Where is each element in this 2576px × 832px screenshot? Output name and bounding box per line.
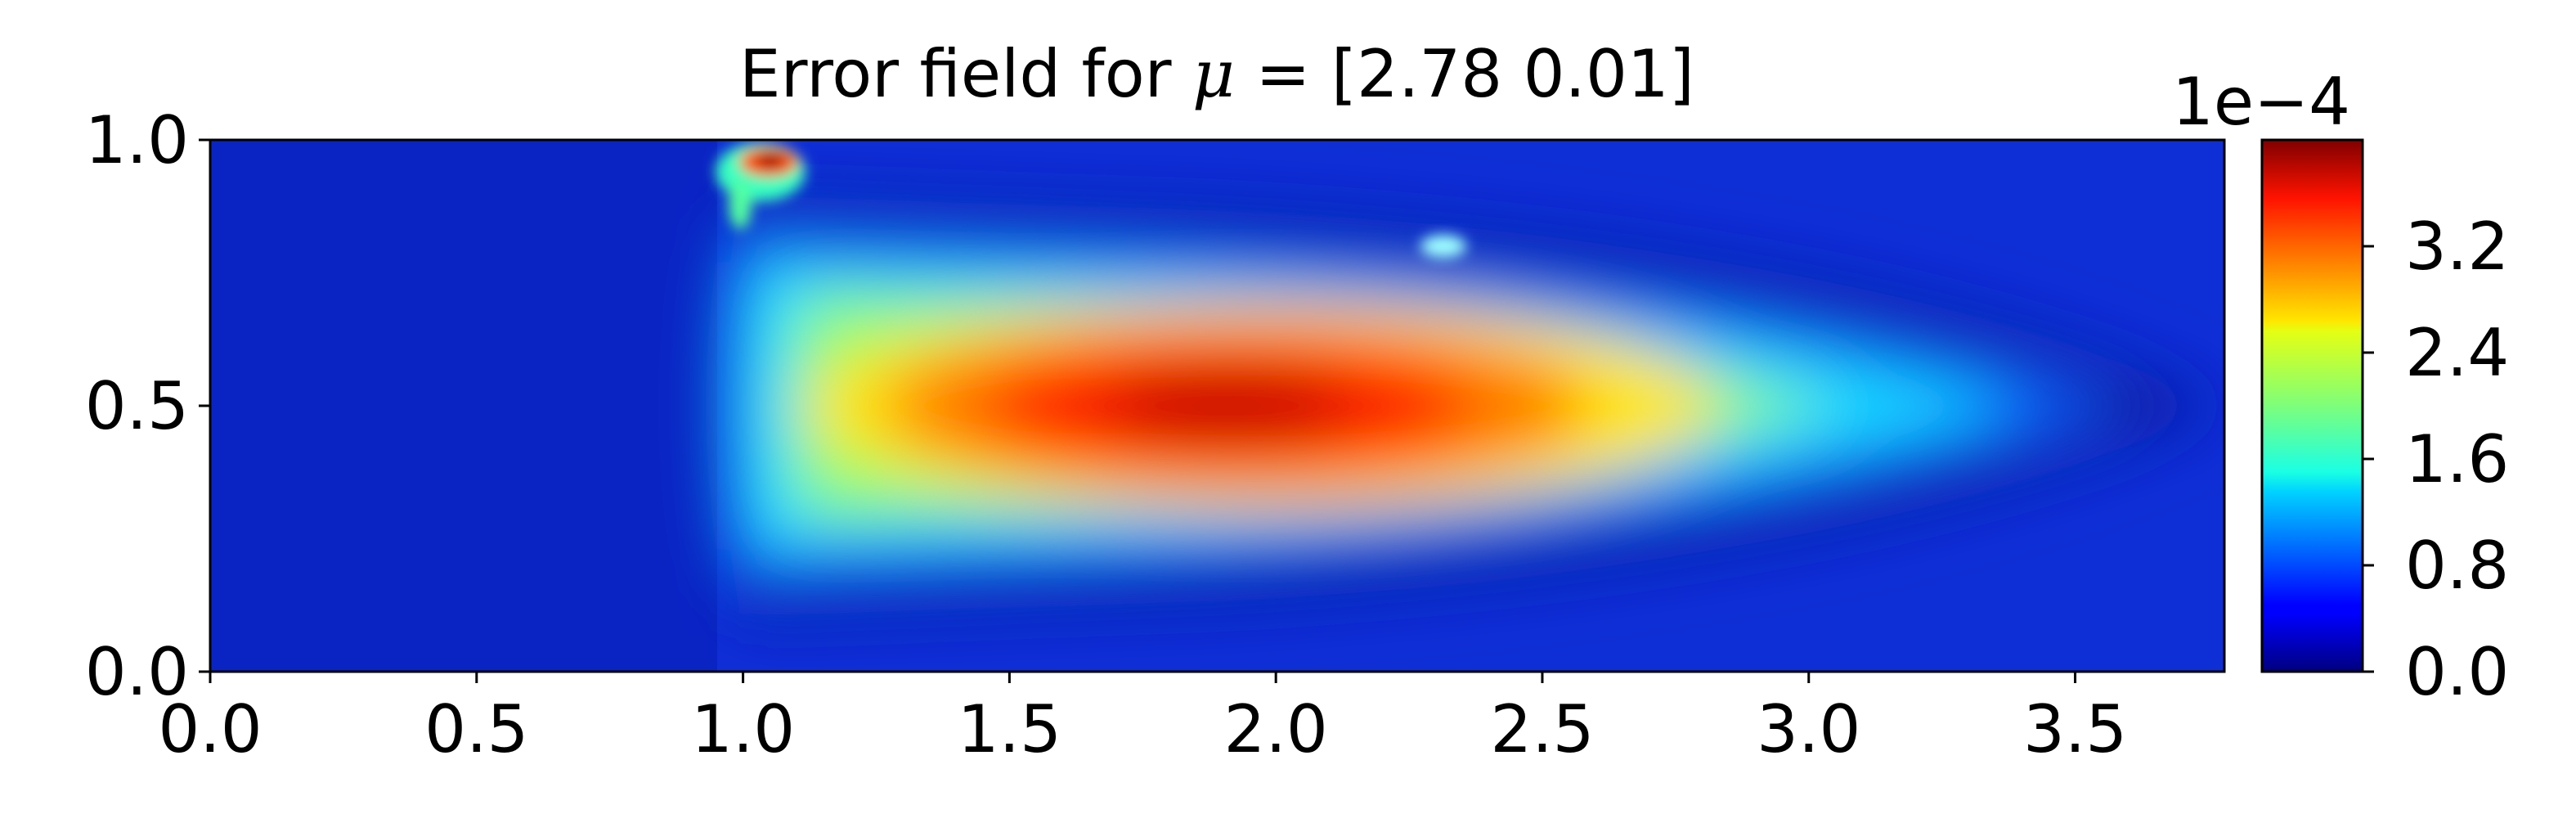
chart-title: Error field for μ = [2.78 0.01]	[739, 36, 1694, 112]
y-tick-label: 0.0	[85, 634, 189, 710]
x-axis: 0.0 0.5 1.0 1.5 2.0 2.5 3.0 3.5	[158, 672, 2127, 767]
colorbar-tick-label: 0.8	[2405, 528, 2509, 604]
colorbar-tick-label: 2.4	[2405, 315, 2509, 391]
colorbar-tick-label: 0.0	[2405, 634, 2509, 710]
y-tick-label: 0.5	[85, 368, 189, 444]
x-tick-label: 2.5	[1490, 691, 1594, 767]
plume-layer-darkred	[1104, 373, 1349, 438]
y-tick-label: 1.0	[85, 102, 189, 178]
x-tick-label: 3.5	[2023, 691, 2127, 767]
heatmap-field	[210, 140, 2224, 672]
x-tick-label: 0.0	[158, 691, 262, 767]
heatmap-hot-spot	[716, 142, 806, 229]
colorbar-gradient	[2260, 138, 2364, 673]
heatmap-small-spot	[1420, 235, 1466, 258]
x-tick-label: 1.0	[691, 691, 795, 767]
x-tick-label: 3.0	[1757, 691, 1860, 767]
heatmap-plume	[721, 196, 2224, 615]
colorbar-tick-label: 1.6	[2405, 421, 2509, 497]
x-tick-label: 1.5	[958, 691, 1061, 767]
colorbar-tick-label: 3.2	[2405, 209, 2509, 285]
heatmap-inlet-region	[210, 140, 717, 672]
colorbar-scale-label: 1e−4	[2172, 64, 2350, 140]
y-axis: 0.0 0.5 1.0	[85, 102, 210, 710]
colorbar-ticks: 0.0 0.8 1.6 2.4 3.2	[2363, 209, 2509, 710]
x-tick-label: 2.0	[1224, 691, 1328, 767]
colorbar: 1e−4 0.0 0.8 1.6 2.4 3.2	[2172, 64, 2509, 710]
heatmap-plot-area: 0.0 0.5 1.0 1.5 2.0 2.5 3.0 3.5 0.0 0.5 1.0	[85, 102, 2226, 767]
x-tick-label: 0.5	[424, 691, 528, 767]
